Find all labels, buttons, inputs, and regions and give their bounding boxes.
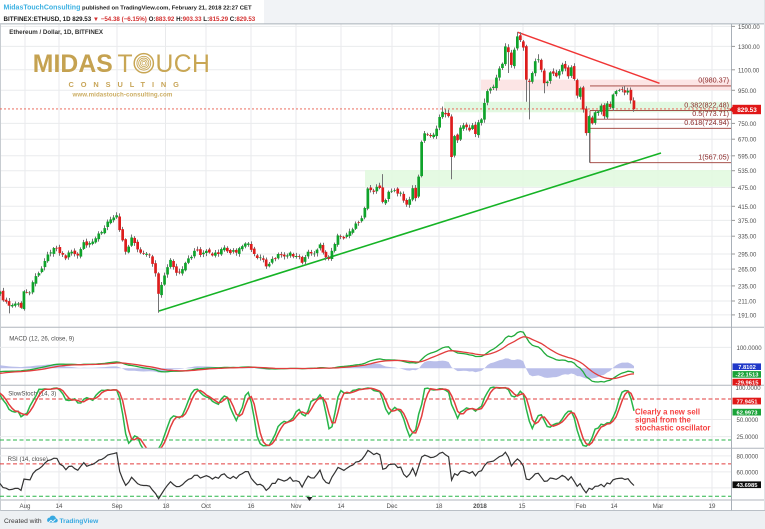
svg-text:18: 18 (436, 503, 443, 510)
svg-text:62.9973: 62.9973 (737, 411, 759, 417)
svg-text:RSI (14, close): RSI (14, close) (8, 456, 48, 463)
svg-text:Aug: Aug (19, 503, 31, 510)
svg-text:SlowStoch (14, 3): SlowStoch (14, 3) (8, 391, 56, 398)
svg-text:60.0000: 60.0000 (737, 470, 759, 476)
svg-text:211.00: 211.00 (738, 300, 757, 306)
svg-text:Nov: Nov (290, 503, 302, 510)
svg-text:7.8102: 7.8102 (738, 365, 756, 371)
svg-text:15: 15 (519, 503, 526, 510)
svg-text:1500.00: 1500.00 (738, 25, 760, 31)
svg-text:Mar: Mar (653, 503, 664, 510)
svg-text:80.0000: 80.0000 (737, 454, 759, 460)
svg-text:19: 19 (709, 503, 716, 510)
svg-text:1300.00: 1300.00 (738, 45, 760, 51)
svg-text:535.00: 535.00 (738, 169, 757, 175)
svg-text:TradingView: TradingView (60, 518, 100, 525)
svg-text:335.00: 335.00 (738, 235, 757, 241)
svg-text:475.00: 475.00 (738, 186, 757, 192)
svg-text:0.618(724.94): 0.618(724.94) (684, 118, 729, 127)
svg-text:100.0000: 100.0000 (736, 386, 762, 392)
svg-text:stochastic oscillator: stochastic oscillator (635, 424, 710, 433)
svg-text:Oct: Oct (201, 503, 211, 510)
svg-text:1100.00: 1100.00 (738, 68, 760, 74)
svg-text:Clearly a new sell: Clearly a new sell (635, 408, 700, 417)
svg-text:100.0000: 100.0000 (737, 346, 763, 352)
svg-text:T: T (118, 51, 133, 78)
svg-text:-29.9615: -29.9615 (736, 380, 760, 386)
svg-text:CONSULTING: CONSULTING (69, 80, 186, 89)
svg-text:16: 16 (248, 503, 255, 510)
svg-text:295.00: 295.00 (738, 253, 757, 259)
svg-text:265.00: 265.00 (738, 268, 757, 274)
svg-text:Created with: Created with (4, 518, 42, 525)
svg-text:14: 14 (56, 503, 63, 510)
svg-text:0.382(822.48): 0.382(822.48) (684, 100, 729, 109)
svg-text:-22.1513: -22.1513 (736, 373, 760, 379)
svg-text:415.00: 415.00 (738, 205, 757, 211)
svg-text:43.6985: 43.6985 (737, 483, 759, 489)
svg-text:14: 14 (611, 503, 618, 510)
svg-text:0(980.37): 0(980.37) (698, 76, 729, 85)
svg-text:670.00: 670.00 (738, 138, 757, 144)
svg-text:MIDAS: MIDAS (33, 51, 113, 78)
svg-text:Feb: Feb (576, 503, 587, 510)
svg-text:UCH: UCH (156, 51, 211, 78)
svg-text:signal from the: signal from the (635, 416, 692, 425)
svg-text:50.0000: 50.0000 (737, 418, 759, 424)
svg-text:375.00: 375.00 (738, 219, 757, 225)
svg-text:235.00: 235.00 (738, 284, 757, 290)
svg-text:25.0000: 25.0000 (737, 435, 759, 441)
svg-text:829.53: 829.53 (737, 107, 757, 114)
svg-text:www.midastouch-consulting.com: www.midastouch-consulting.com (72, 91, 173, 98)
svg-text:595.00: 595.00 (738, 154, 757, 160)
svg-text:Sep: Sep (111, 503, 123, 510)
svg-text:18: 18 (163, 503, 170, 510)
svg-text:1(567.05): 1(567.05) (698, 152, 729, 161)
svg-text:0.5(773.71): 0.5(773.71) (692, 109, 729, 118)
svg-text:Dec: Dec (386, 503, 397, 510)
svg-text:191.00: 191.00 (738, 313, 757, 319)
svg-text:77.9451: 77.9451 (737, 399, 759, 405)
svg-text:2018: 2018 (473, 503, 487, 510)
svg-text:Ethereum / Dollar, 1D, BITFINE: Ethereum / Dollar, 1D, BITFINEX (9, 29, 104, 36)
svg-text:MidasTouchConsulting published: MidasTouchConsulting published on Tradin… (4, 4, 252, 11)
svg-text:MACD (12, 26, close, 9): MACD (12, 26, close, 9) (9, 336, 74, 343)
svg-text:750.00: 750.00 (738, 122, 757, 128)
svg-text:950.00: 950.00 (738, 89, 757, 95)
svg-text:BITFINEX:ETHUSD, 1D 829.53 ▼: BITFINEX:ETHUSD, 1D 829.53 ▼ −54.38 (−6.… (4, 16, 256, 23)
svg-text:14: 14 (338, 503, 345, 510)
